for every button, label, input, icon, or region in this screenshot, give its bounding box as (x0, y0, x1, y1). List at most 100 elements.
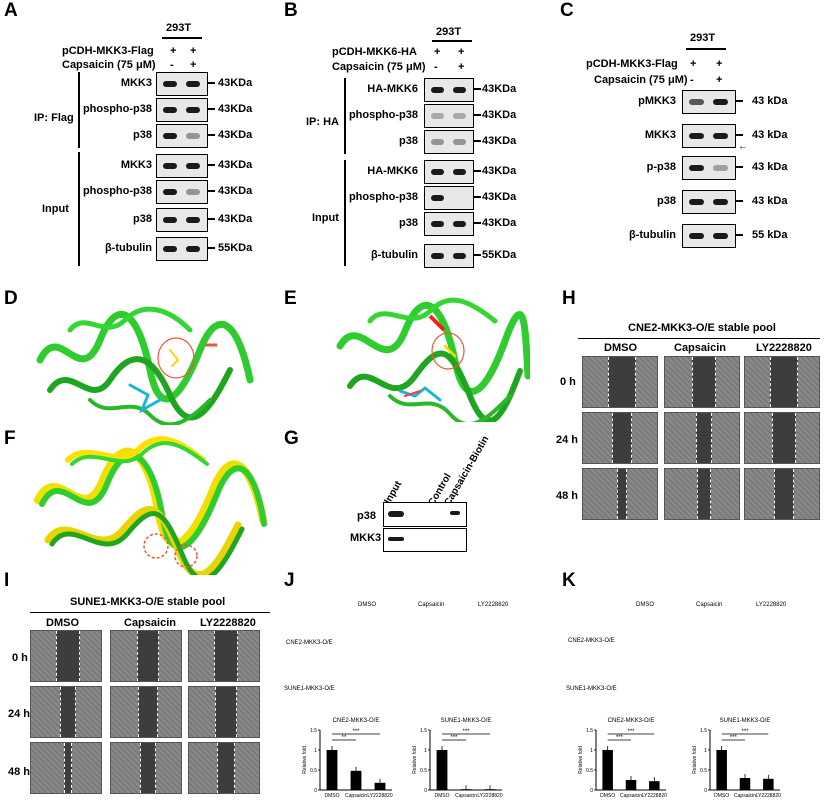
mw-tick (474, 88, 481, 90)
mw-tick (474, 114, 481, 116)
input-label: Input (42, 203, 69, 215)
blot-row-label: HA-MKK6 (367, 165, 418, 177)
row-label: SUNE1-MKK3-O/E (566, 686, 617, 692)
mw-tick (208, 164, 215, 166)
blot-row-label: MKK3 (644, 129, 676, 141)
wound-image (110, 686, 182, 738)
blot-strip (682, 90, 736, 114)
mw-tick (736, 234, 743, 236)
condition-value: + (458, 46, 465, 58)
protein-overlay-f (34, 436, 267, 575)
chart-title: CNE2-MKK3-O/E (608, 718, 655, 724)
blot-strip (682, 224, 736, 248)
mw-label: 55KDa (218, 242, 253, 254)
mw-tick (208, 82, 215, 84)
blot-strip (156, 124, 208, 148)
wound-image (30, 686, 102, 738)
bar (763, 778, 774, 790)
row-label: 48 h (8, 766, 31, 778)
mw-label: 43KDa (482, 135, 517, 147)
mw-tick (208, 218, 215, 220)
mw-tick (736, 100, 743, 102)
mw-tick (474, 140, 481, 142)
blot-strip (682, 190, 736, 214)
cell-line-underline (686, 48, 726, 50)
blot-row-label: p38 (657, 195, 676, 207)
mw-label: 43KDa (482, 165, 517, 177)
mw-label: 43KDa (482, 83, 517, 95)
blot-row-label: phospho-p38 (348, 109, 418, 121)
panel-label-j: J (284, 570, 295, 591)
x-tick-label: LY2228820 (477, 793, 502, 799)
treatment-label: Capsaicin (75 μM) (594, 74, 688, 86)
wound-image (582, 468, 658, 520)
cell-line-underline (432, 40, 472, 42)
cell-line-underline (162, 37, 202, 39)
bar (350, 770, 362, 790)
x-tick-label: Capsaicin (345, 793, 367, 799)
blot-strip (682, 156, 736, 180)
y-axis-label: Relative fold (302, 746, 308, 774)
bar (716, 750, 727, 790)
panel-label-c: C (560, 0, 574, 21)
condition-value: + (434, 46, 441, 58)
blot-row-label: MKK3 (120, 159, 152, 171)
mw-tick (208, 108, 215, 110)
mw-tick (736, 134, 743, 136)
wound-image (664, 468, 740, 520)
protein-structure-e (336, 297, 530, 422)
input-label: Input (312, 212, 339, 224)
row-label: 0 h (12, 652, 28, 664)
condition-value: + (690, 58, 697, 70)
column-label: LY2228820 (200, 617, 256, 629)
x-tick-label: DMSO (325, 793, 340, 799)
x-tick-label: LY2228820 (756, 793, 781, 799)
blot-row-label: phospho-p38 (82, 185, 152, 197)
column-label: Capsaicin (124, 617, 176, 629)
x-tick-label: DMSO (714, 793, 729, 799)
cell-line-label: 293T (690, 32, 716, 44)
wound-image (664, 412, 740, 464)
blot-row-label: p38 (399, 135, 418, 147)
column-label: LY2228820 (756, 602, 787, 608)
condition-label: pCDH-MKK3-Flag (62, 45, 154, 57)
panel-title: CNE2-MKK3-O/E stable pool (628, 322, 776, 334)
row-label: SUNE1-MKK3-O/E (284, 686, 335, 692)
column-label: LY2228820 (478, 602, 509, 608)
arrow-icon: ← (738, 141, 748, 152)
blot-strip (156, 154, 208, 178)
column-label: DMSO (358, 602, 376, 608)
column-label: DMSO (46, 617, 79, 629)
blot-strip (156, 208, 208, 232)
x-tick-label: LY2228820 (642, 793, 667, 799)
cell-line-label: 293T (166, 22, 192, 34)
mw-label: 55 kDa (752, 229, 788, 241)
y-tick-label: 1 (590, 748, 593, 754)
title-rule (578, 338, 820, 339)
bar (374, 782, 386, 790)
wound-image (30, 630, 102, 682)
blot-row-label: p38 (399, 217, 418, 229)
bar (484, 789, 496, 790)
bar (602, 750, 613, 790)
cell-line-label: 293T (436, 26, 462, 38)
bar (649, 781, 660, 790)
panel-label-b: B (284, 0, 298, 21)
row-label: MKK3 (350, 532, 382, 544)
mw-label: 43KDa (218, 213, 253, 225)
blot-strip (424, 212, 474, 236)
column-label: LY2228820 (756, 342, 812, 354)
chart-title: SUNE1-MKK3-O/E (720, 718, 771, 724)
wound-image (110, 742, 182, 794)
wound-image (744, 356, 820, 408)
row-label: 24 h (8, 708, 31, 720)
panel-label-d: D (4, 288, 18, 309)
mw-label: 43KDa (482, 217, 517, 229)
input-bracket (344, 160, 346, 266)
significance-label: *** (450, 735, 458, 741)
column-label: DMSO (604, 342, 637, 354)
row-label: CNE2-MKK3-O/E (568, 638, 615, 644)
treatment-value: - (170, 59, 174, 71)
wound-image (582, 412, 658, 464)
row-label: 48 h (556, 490, 579, 502)
